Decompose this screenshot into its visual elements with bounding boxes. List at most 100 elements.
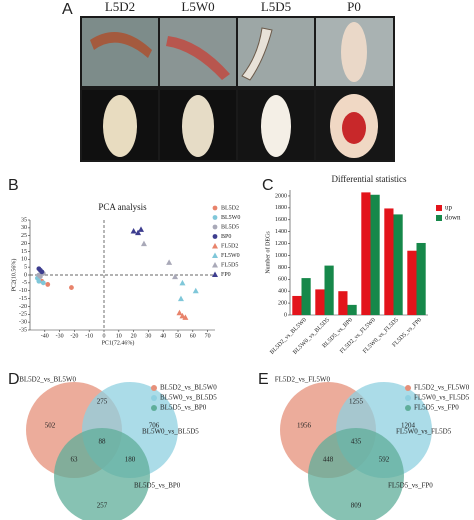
legend-marker (212, 224, 218, 230)
y-tick-label: 800 (278, 265, 287, 271)
bar (384, 208, 394, 315)
photo-label: L5D2 (105, 0, 135, 14)
bar (393, 214, 403, 315)
legend-marker (212, 271, 218, 277)
photo-label: P0 (347, 0, 361, 14)
panel-label: E (258, 371, 269, 388)
dissection (103, 95, 137, 157)
legend-label: BL5W0_vs_BL5D5 (160, 394, 217, 402)
y-axis-label: Number of DEGs (264, 231, 271, 274)
x-tick-label: -40 (41, 333, 49, 339)
point (40, 280, 46, 286)
x-tick-label: -30 (56, 333, 64, 339)
y-tick-label: 1800 (275, 205, 287, 211)
y-tick-label: -30 (19, 320, 27, 326)
legend-label: BL5D2_vs_BL5W0 (160, 384, 217, 392)
y-tick-label: 5 (24, 265, 27, 271)
legend-marker (151, 395, 157, 401)
legend-label: FP0 (221, 272, 231, 278)
y-tick-label: 0 (284, 312, 287, 318)
point (166, 259, 173, 265)
legend-label: FL5D5_vs_FP0 (414, 404, 459, 412)
legend-label: FL5D5 (221, 262, 238, 268)
venn-set (54, 428, 150, 520)
bar (407, 250, 417, 315)
point (177, 295, 184, 302)
venn-count: 1204 (401, 422, 416, 430)
venn-count: 592 (379, 456, 390, 464)
x-tick-label: 0 (103, 333, 106, 339)
x-tick-label: -20 (70, 333, 78, 339)
y-tick-label: 20 (21, 241, 27, 247)
set-label: BL5D2_vs_BL5W0 (19, 376, 76, 384)
legend-label: BL5D5 (221, 224, 239, 230)
photo-label: L5D5 (261, 0, 291, 14)
legend-label: down (445, 214, 461, 222)
y-tick-label: 35 (21, 217, 27, 223)
y-tick-label: 1200 (275, 241, 287, 247)
set-label: BL5W0_vs_BL5D5 (142, 428, 199, 436)
venn-count: 435 (351, 438, 362, 446)
legend-marker (405, 405, 411, 411)
y-tick-label: 200 (278, 300, 287, 306)
legend-label: up (445, 204, 453, 212)
y-tick-label: -10 (19, 288, 27, 294)
panel-label: D (8, 371, 20, 388)
y-tick-label: 25 (21, 233, 27, 239)
panel-label: A (62, 1, 73, 18)
x-tick-label: 10 (116, 333, 122, 339)
legend-marker (212, 262, 218, 268)
dissection (342, 112, 366, 144)
bar (315, 289, 325, 315)
legend-label: FL5W0_vs_FL5D5 (414, 394, 470, 402)
venn-count: 180 (125, 456, 136, 464)
legend-marker (212, 243, 218, 249)
venn-count: 809 (351, 502, 362, 510)
chart-title: PCA analysis (98, 202, 147, 212)
venn-set (308, 428, 404, 520)
point (182, 314, 189, 320)
point (39, 269, 45, 275)
legend-label: BL5W0 (221, 215, 240, 221)
larva (166, 36, 230, 80)
legend-marker (212, 234, 218, 239)
larva (241, 27, 273, 81)
bar (347, 304, 357, 315)
y-tick-label: 1400 (275, 229, 287, 235)
y-tick-label: 400 (278, 289, 287, 295)
bar (301, 278, 311, 315)
y-tick-label: 15 (21, 249, 27, 255)
chart-title: Differential statistics (331, 174, 407, 184)
venn-count: 706 (149, 422, 160, 430)
x-tick-label: 50 (175, 333, 181, 339)
x-tick-label: 30 (145, 333, 151, 339)
legend-marker (151, 385, 157, 391)
legend-swatch (436, 215, 442, 221)
legend-label: FL5D2 (221, 243, 238, 249)
y-tick-label: 600 (278, 277, 287, 283)
legend-label: BL5D2 (221, 205, 239, 211)
venn-count: 63 (71, 456, 79, 464)
venn-count: 502 (45, 422, 56, 430)
x-axis-label: PC1(72.46%) (102, 339, 135, 346)
bar (416, 242, 426, 315)
set-label: FL5D5_vs_FP0 (388, 482, 433, 490)
x-tick-label: 70 (205, 333, 211, 339)
panel-label: B (8, 177, 19, 194)
bar (292, 295, 302, 315)
pupa (341, 22, 367, 82)
x-tick-label: 20 (131, 333, 137, 339)
y-axis-label: PC2(10.56%) (10, 259, 17, 292)
dissection (182, 95, 214, 157)
y-tick-label: 10 (21, 257, 27, 263)
point (172, 273, 179, 280)
y-tick-label: -5 (22, 280, 27, 286)
venn-count: 1956 (297, 422, 312, 430)
x-tick-label: -10 (85, 333, 93, 339)
point (176, 309, 183, 316)
legend-swatch (436, 205, 442, 211)
point (37, 274, 43, 279)
y-tick-label: 30 (21, 225, 27, 231)
point (135, 229, 142, 236)
dissection (261, 95, 291, 157)
